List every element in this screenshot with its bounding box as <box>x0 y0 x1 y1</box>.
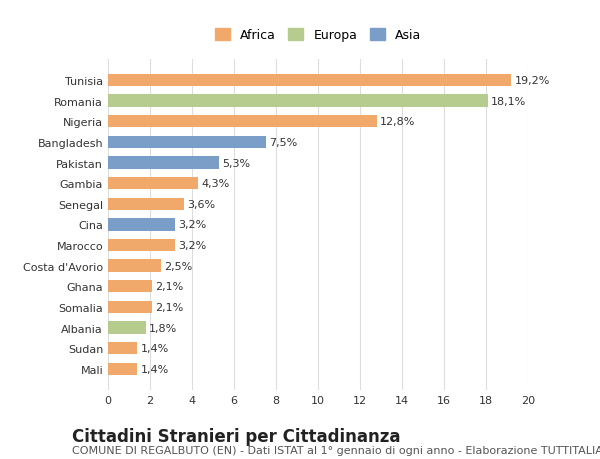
Bar <box>108 322 146 334</box>
Bar <box>108 116 377 128</box>
Text: 3,6%: 3,6% <box>187 199 215 209</box>
Text: 2,5%: 2,5% <box>164 261 192 271</box>
Text: COMUNE DI REGALBUTO (EN) - Dati ISTAT al 1° gennaio di ogni anno - Elaborazione : COMUNE DI REGALBUTO (EN) - Dati ISTAT al… <box>72 445 600 455</box>
Text: 18,1%: 18,1% <box>491 96 527 106</box>
Text: 19,2%: 19,2% <box>514 76 550 86</box>
Bar <box>108 157 220 169</box>
Bar <box>108 239 175 252</box>
Bar <box>108 280 152 293</box>
Text: 12,8%: 12,8% <box>380 117 415 127</box>
Bar <box>108 198 184 211</box>
Bar <box>108 342 137 354</box>
Text: 2,1%: 2,1% <box>155 282 184 291</box>
Text: 2,1%: 2,1% <box>155 302 184 312</box>
Text: 7,5%: 7,5% <box>269 138 297 148</box>
Bar <box>108 95 488 107</box>
Text: 3,2%: 3,2% <box>178 220 206 230</box>
Text: 5,3%: 5,3% <box>223 158 251 168</box>
Bar <box>108 301 152 313</box>
Text: 3,2%: 3,2% <box>178 241 206 251</box>
Bar <box>108 136 265 149</box>
Text: Cittadini Stranieri per Cittadinanza: Cittadini Stranieri per Cittadinanza <box>72 427 401 445</box>
Text: 1,8%: 1,8% <box>149 323 177 333</box>
Text: 1,4%: 1,4% <box>140 364 169 374</box>
Text: 1,4%: 1,4% <box>140 343 169 353</box>
Bar <box>108 363 137 375</box>
Bar <box>108 219 175 231</box>
Bar <box>108 75 511 87</box>
Text: 4,3%: 4,3% <box>202 179 230 189</box>
Legend: Africa, Europa, Asia: Africa, Europa, Asia <box>209 23 427 48</box>
Bar <box>108 178 198 190</box>
Bar <box>108 260 161 272</box>
